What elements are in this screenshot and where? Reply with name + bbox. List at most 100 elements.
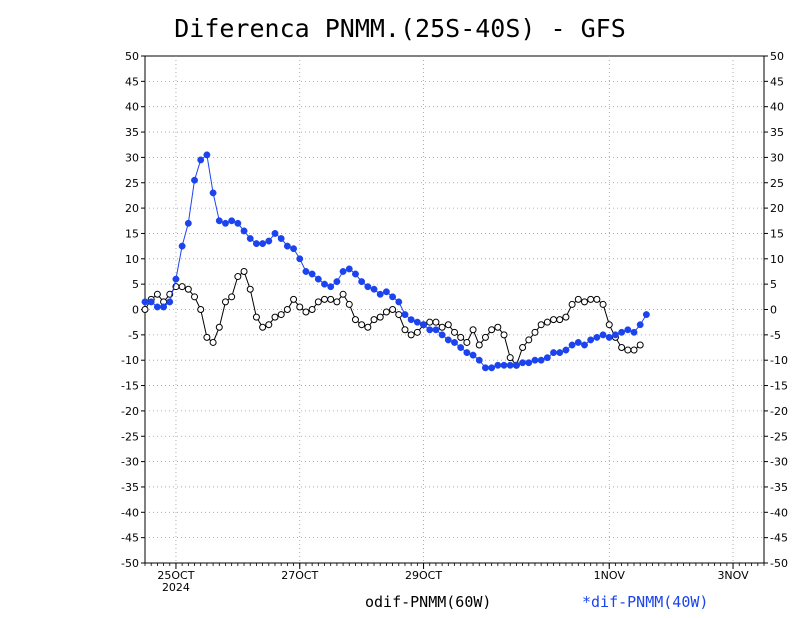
- series-1-point: [537, 356, 545, 364]
- series-0-point: [587, 295, 595, 303]
- series-1-point: [222, 219, 229, 227]
- y-tick-label-left: -50: [121, 557, 139, 570]
- series-0-point: [221, 298, 229, 306]
- series-0-point: [259, 323, 267, 331]
- series-0-point: [543, 318, 551, 326]
- series-0-point: [283, 306, 291, 313]
- series-0-point: [401, 326, 409, 334]
- y-tick-label-left: 15: [125, 227, 139, 240]
- series-0-point: [574, 295, 582, 303]
- series-0-point: [358, 321, 366, 329]
- series-1-point: [593, 333, 601, 341]
- series-1-point: [556, 349, 564, 357]
- series-0-point: [599, 300, 607, 308]
- y-tick-label-left: 35: [125, 126, 139, 139]
- series-1-point: [178, 242, 186, 250]
- y-tick-label-right: 5: [770, 278, 777, 291]
- series-0-point: [593, 295, 601, 303]
- y-tick-label-left: 5: [132, 278, 139, 291]
- series-0-point: [580, 298, 588, 306]
- y-tick-label-right: 10: [770, 253, 784, 266]
- series-1-point: [234, 219, 242, 227]
- series-1-point: [160, 303, 168, 311]
- series-0-point: [376, 313, 384, 321]
- series-1-point: [401, 311, 409, 319]
- series-0-point: [389, 306, 397, 313]
- series-1-point: [512, 361, 520, 369]
- y-tick-label-right: 30: [770, 151, 784, 164]
- series-1-point: [630, 328, 638, 336]
- series-1-point: [166, 298, 174, 306]
- series-1-point: [228, 217, 236, 225]
- series-0-point: [395, 311, 403, 319]
- series-1-point: [506, 361, 514, 369]
- series-1-point: [265, 237, 273, 245]
- series-0-point: [451, 328, 458, 336]
- y-tick-label-left: -45: [121, 532, 139, 545]
- y-tick-label-left: 30: [125, 151, 139, 164]
- y-tick-label-left: 10: [125, 253, 139, 266]
- y-tick-label-left: -20: [121, 405, 139, 418]
- series-0-point: [321, 295, 329, 303]
- series-0-point: [413, 328, 421, 336]
- series-0-point: [153, 290, 161, 298]
- series-1-point: [562, 346, 570, 354]
- series-1-point: [252, 240, 260, 248]
- series-1-point: [147, 298, 155, 306]
- series-1-point: [568, 341, 576, 349]
- y-tick-label-right: 45: [770, 75, 784, 88]
- x-tick-label: 1NOV: [594, 569, 626, 582]
- series-1-point: [574, 339, 582, 346]
- series-1-point: [618, 328, 626, 336]
- series-0-point: [407, 331, 415, 339]
- series-0-point: [302, 308, 310, 316]
- series-1-point: [636, 321, 644, 329]
- series-0-point: [339, 290, 347, 298]
- y-tick-label-left: -15: [121, 380, 139, 393]
- series-1-point: [599, 331, 607, 339]
- y-tick-label-right: 50: [770, 50, 784, 63]
- y-tick-label-right: -10: [770, 354, 788, 367]
- series-1-point: [191, 176, 198, 184]
- series-0-point: [370, 316, 378, 324]
- series-1-point: [240, 227, 248, 235]
- x-tick-label: 27OCT: [281, 569, 318, 582]
- series-1-point: [271, 230, 279, 237]
- series-0-point: [228, 293, 236, 301]
- y-tick-label-left: 0: [132, 304, 139, 317]
- series-1-point: [308, 270, 316, 278]
- y-tick-label-left: 20: [125, 202, 139, 215]
- series-0-point: [197, 306, 205, 313]
- y-tick-label-right: -35: [770, 481, 788, 494]
- series-1-point: [382, 288, 390, 296]
- series-1-point: [215, 217, 223, 225]
- series-1-point: [444, 336, 452, 344]
- series-1-point: [624, 326, 632, 334]
- series-1-point: [475, 356, 483, 364]
- series-0-point: [562, 313, 570, 321]
- series-1-point: [531, 356, 539, 364]
- y-tick-label-right: -5: [770, 329, 781, 342]
- series-0-point: [271, 313, 279, 321]
- series-0-point: [525, 336, 533, 344]
- series-0-point: [457, 333, 465, 341]
- legend-entry-1: *dif-PNMM(40W): [582, 593, 708, 611]
- series-1-point: [482, 364, 489, 372]
- y-tick-label-left: -30: [121, 456, 139, 469]
- y-tick-label-right: 15: [770, 227, 784, 240]
- series-1-point: [420, 321, 427, 329]
- series-line-1: [145, 153, 647, 369]
- y-tick-label-left: -35: [121, 481, 139, 494]
- series-1-point: [611, 331, 619, 339]
- y-tick-label-left: 25: [125, 177, 139, 190]
- chart-title: Diferenca PNMM.(25S-40S) - GFS: [174, 14, 626, 43]
- y-tick-label-left: 40: [125, 101, 139, 114]
- series-0-point: [500, 331, 508, 339]
- series-1-point: [469, 351, 477, 359]
- y-tick-label-right: -30: [770, 456, 788, 469]
- series-1-point: [209, 189, 217, 197]
- series-0-point: [382, 308, 390, 316]
- series-0-point: [630, 346, 638, 354]
